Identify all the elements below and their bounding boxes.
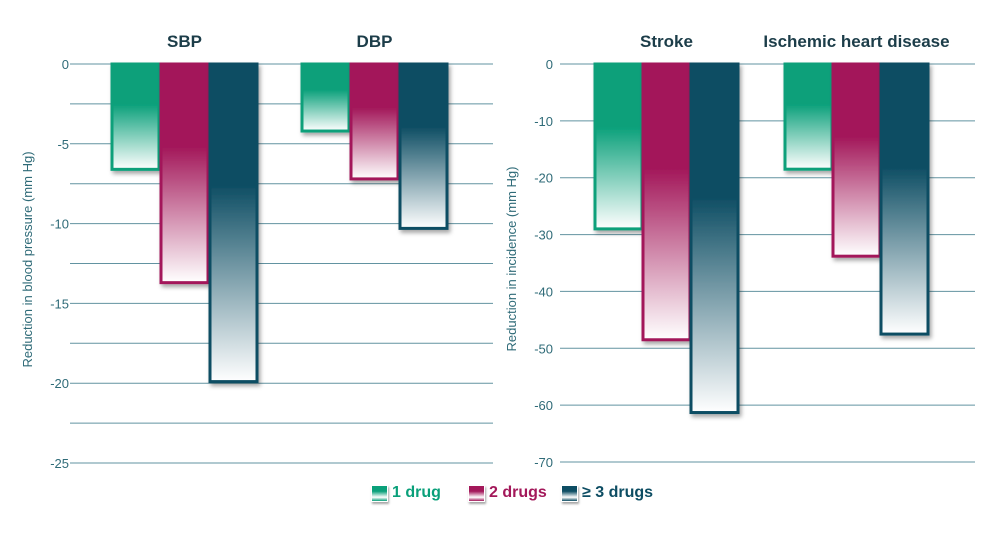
legend-swatch-2-drugs	[468, 485, 485, 502]
category-title: Ischemic heart disease	[763, 32, 949, 51]
bar-3-drugs	[208, 62, 259, 384]
y-tick-label: -70	[534, 455, 553, 470]
y-tick-label: -30	[534, 228, 553, 243]
y-tick-label: -20	[50, 376, 69, 391]
legend-label: ≥ 3 drugs	[582, 484, 654, 501]
legend: 1 drug 2 drugs ≥ 3 drugs	[0, 482, 1000, 510]
legend-swatch-1-drug	[371, 485, 388, 502]
bar-2-drugs	[831, 62, 882, 258]
y-tick-label: -15	[50, 296, 69, 311]
y-tick-label: -40	[534, 284, 553, 299]
bar-3-drugs	[689, 62, 740, 415]
bar-1-drug	[110, 62, 161, 171]
y-tick-label: -10	[534, 114, 553, 129]
y-tick-label: 0	[546, 57, 553, 72]
y-tick-label: -10	[50, 217, 69, 232]
y-tick-label: -25	[50, 456, 69, 471]
bar-1-drug	[783, 62, 834, 171]
bar-1-drug	[300, 62, 351, 133]
bar-2-drugs	[349, 62, 400, 181]
legend-label: 2 drugs	[489, 484, 547, 501]
y-tick-label: 0	[62, 57, 69, 72]
bar-charts: 0 -5 -10 -15 -20 -25 Reduction in blood pressu…	[20, 32, 975, 471]
legend-label: 1 drug	[392, 484, 441, 501]
y-tick-label: -50	[534, 341, 553, 356]
bar-2-drugs	[641, 62, 692, 342]
category-title: SBP	[167, 32, 202, 51]
legend-swatch-3-drugs	[561, 485, 578, 502]
category-title: DBP	[357, 32, 393, 51]
bar-2-drugs	[159, 62, 210, 285]
bar-1-drug	[593, 62, 644, 231]
category-title: Stroke	[640, 32, 693, 51]
bar-3-drugs	[398, 62, 449, 230]
bar-3-drugs	[879, 62, 930, 336]
y-axis-label: Reduction in incidence (mm Hg)	[504, 167, 519, 352]
y-axis-label: Reduction in blood pressure (mm Hg)	[20, 151, 35, 367]
y-tick-label: -60	[534, 398, 553, 413]
y-tick-label: -20	[534, 171, 553, 186]
y-tick-label: -5	[57, 137, 69, 152]
